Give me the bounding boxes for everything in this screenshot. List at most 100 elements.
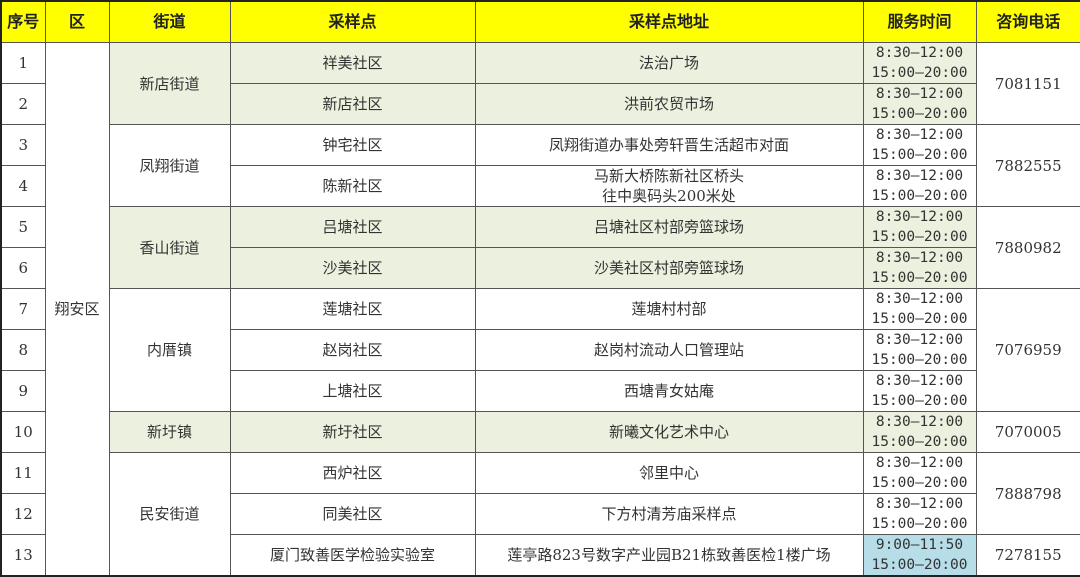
hours-line: 8:30—12:00 (875, 414, 964, 430)
street-cell: 新店街道 (108, 42, 231, 125)
hours-line: 15:00—20:00 (871, 147, 968, 163)
address-line: 赵岗村流动人口管理站 (593, 341, 744, 359)
phone-number: 7070005 (975, 411, 1080, 453)
table-row: 13 厦门致善医学检验实验室 莲亭路823号数字产业园B21栋致善医检1楼广场 9:0… (0, 534, 1080, 577)
site-name: 同美社区 (229, 493, 476, 535)
address-line: 凤翔街道办事处旁轩晋生活超市对面 (548, 136, 789, 154)
row-number: 9 (0, 370, 46, 412)
table-row: 8 赵岗社区 赵岗村流动人口管理站 8:30—12:00 15:00—20:00 (0, 329, 1080, 371)
service-hours: 8:30—12:00 15:00—20:00 (862, 370, 977, 412)
header-address: 采样点地址 (474, 0, 864, 43)
row-number: 3 (0, 124, 46, 166)
row-number: 11 (0, 452, 46, 494)
row-number: 4 (0, 165, 46, 207)
phone-number: 7278155 (975, 534, 1080, 577)
hours-line: 15:00—20:00 (871, 516, 968, 532)
site-name: 吕塘社区 (229, 206, 476, 248)
table-row: 6 沙美社区 沙美社区村部旁篮球场 8:30—12:00 15:00—20:00 (0, 247, 1080, 289)
service-hours: 8:30—12:00 15:00—20:00 (862, 329, 977, 371)
address-line: 马新大桥陈新社区桥头 (593, 167, 744, 185)
header-phone: 咨询电话 (975, 0, 1080, 43)
service-hours: 8:30—12:00 15:00—20:00 (862, 452, 977, 494)
service-hours: 8:30—12:00 15:00—20:00 (862, 411, 977, 453)
table-row: 3 凤翔街道 钟宅社区 凤翔街道办事处旁轩晋生活超市对面 8:30—12:00 15:00… (0, 124, 1080, 207)
row-number: 12 (0, 493, 46, 535)
hours-line: 8:30—12:00 (875, 373, 964, 389)
site-address: 凤翔街道办事处旁轩晋生活超市对面 (474, 124, 864, 166)
table-row: 9 上塘社区 西塘青女姑庵 8:30—12:00 15:00—20:00 (0, 370, 1080, 412)
site-name: 钟宅社区 (229, 124, 476, 166)
site-address: 赵岗村流动人口管理站 (474, 329, 864, 371)
header-site: 采样点 (229, 0, 476, 43)
address-line: 往中奥码头200米处 (602, 187, 736, 205)
site-name: 厦门致善医学检验实验室 (229, 534, 476, 577)
site-name: 祥美社区 (229, 42, 476, 84)
street-cell: 香山街道 (108, 206, 231, 289)
site-address: 新曦文化艺术中心 (474, 411, 864, 453)
phone-number: 7888798 (975, 452, 1080, 535)
address-line: 下方村清芳庙采样点 (601, 505, 737, 523)
site-address: 邻里中心 (474, 452, 864, 494)
hours-line: 15:00—20:00 (871, 475, 968, 491)
row-number: 10 (0, 411, 46, 453)
table-row: 10 新圩镇 新圩社区 新曦文化艺术中心 8:30—12:00 15:00—20:00 70… (0, 411, 1080, 453)
address-line: 邻里中心 (638, 464, 699, 482)
site-name: 上塘社区 (229, 370, 476, 412)
hours-line: 8:30—12:00 (875, 168, 964, 184)
site-name: 陈新社区 (229, 165, 476, 207)
service-hours: 8:30—12:00 15:00—20:00 (862, 288, 977, 330)
table-row: 12 同美社区 下方村清芳庙采样点 8:30—12:00 15:00—20:00 (0, 493, 1080, 535)
site-name: 新圩社区 (229, 411, 476, 453)
service-hours: 8:30—12:00 15:00—20:00 (862, 42, 977, 84)
hours-line: 15:00—20:00 (871, 270, 968, 286)
site-address: 马新大桥陈新社区桥头 往中奥码头200米处 (474, 165, 864, 207)
table-row: 7 内厝镇 莲塘社区 莲塘村村部 8:30—12:00 15:00—20:00 707695… (0, 288, 1080, 412)
site-address: 莲亭路823号数字产业园B21栋致善医检1楼广场 (474, 534, 864, 577)
site-address: 法治广场 (474, 42, 864, 84)
hours-line: 8:30—12:00 (875, 496, 964, 512)
row-number: 1 (0, 42, 46, 84)
service-hours: 8:30—12:00 15:00—20:00 (862, 247, 977, 289)
hours-line: 8:30—12:00 (875, 455, 964, 471)
address-line: 莲塘村村部 (631, 300, 707, 318)
table-row: 2 新店社区 洪前农贸市场 8:30—12:00 15:00—20:00 (0, 83, 1080, 125)
header-row: 序号 区 街道 采样点 采样点地址 服务时间 咨询电话 (0, 0, 1080, 43)
hours-line: 8:30—12:00 (875, 250, 964, 266)
hours-line: 15:00—20:00 (871, 393, 968, 409)
street-cell: 民安街道 (108, 452, 231, 577)
phone-number: 7076959 (975, 288, 1080, 412)
header-district: 区 (44, 0, 110, 43)
site-address: 沙美社区村部旁篮球场 (474, 247, 864, 289)
table-row: 5 香山街道 吕塘社区 吕塘社区村部旁篮球场 8:30—12:00 15:00—20:00… (0, 206, 1080, 289)
address-line: 西塘青女姑庵 (623, 382, 714, 400)
service-hours: 8:30—12:00 15:00—20:00 (862, 165, 977, 207)
hours-line: 8:30—12:00 (875, 86, 964, 102)
service-hours: 8:30—12:00 15:00—20:00 (862, 83, 977, 125)
header-no: 序号 (0, 0, 46, 43)
site-name: 赵岗社区 (229, 329, 476, 371)
hours-line: 15:00—20:00 (871, 188, 968, 204)
service-hours: 9:00—11:50 15:00—20:00 (862, 534, 977, 577)
site-address: 莲塘村村部 (474, 288, 864, 330)
phone-number: 7081151 (975, 42, 1080, 125)
hours-line: 15:00—20:00 (871, 434, 968, 450)
site-address: 洪前农贸市场 (474, 83, 864, 125)
hours-line: 9:00—11:50 (875, 537, 964, 553)
phone-number: 7882555 (975, 124, 1080, 207)
hours-line: 15:00—20:00 (871, 557, 968, 573)
service-hours: 8:30—12:00 15:00—20:00 (862, 124, 977, 166)
address-line: 洪前农贸市场 (623, 95, 714, 113)
hours-line: 8:30—12:00 (875, 209, 964, 225)
site-address: 西塘青女姑庵 (474, 370, 864, 412)
row-number: 7 (0, 288, 46, 330)
site-name: 沙美社区 (229, 247, 476, 289)
header-hours: 服务时间 (862, 0, 977, 43)
row-number: 8 (0, 329, 46, 371)
row-number: 5 (0, 206, 46, 248)
address-line: 法治广场 (638, 54, 699, 72)
hours-line: 15:00—20:00 (871, 311, 968, 327)
site-address: 吕塘社区村部旁篮球场 (474, 206, 864, 248)
service-hours: 8:30—12:00 15:00—20:00 (862, 493, 977, 535)
header-street: 街道 (108, 0, 231, 43)
